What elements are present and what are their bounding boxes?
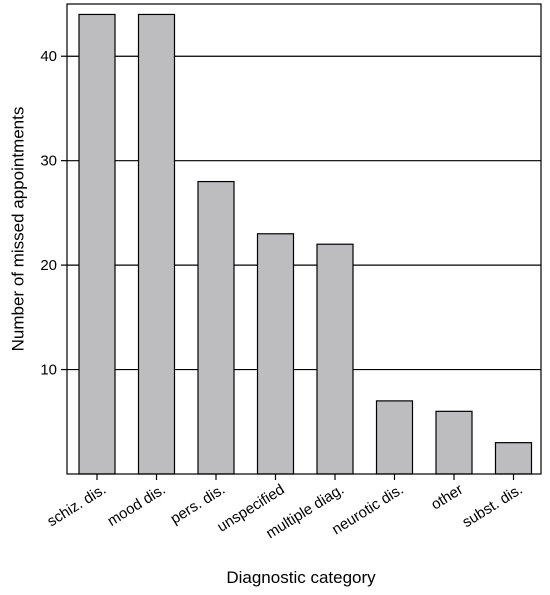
plot-frame xyxy=(66,3,542,475)
bar xyxy=(78,13,116,475)
bar xyxy=(375,400,414,475)
bar xyxy=(435,410,473,475)
x-tick-label: schiz. dis. xyxy=(44,481,109,530)
bar xyxy=(197,180,235,475)
bar xyxy=(137,13,176,475)
x-tick-label: mood dis. xyxy=(104,481,168,530)
y-tick-label: 10 xyxy=(40,362,57,379)
y-axis: 10 20 30 40 xyxy=(40,48,67,379)
bar xyxy=(316,243,354,475)
x-axis: schiz. dis.mood dis.pers. dis.unspecifie… xyxy=(44,474,526,542)
bars xyxy=(78,13,533,475)
y-axis-title: Number of missed appointments xyxy=(8,107,27,352)
x-tick-label: other xyxy=(428,481,466,514)
y-tick-label: 40 xyxy=(40,48,57,65)
x-axis-title: Diagnostic category xyxy=(226,568,376,587)
y-tick-label: 20 xyxy=(40,257,57,274)
x-tick-label: subst. dis. xyxy=(459,481,525,531)
y-tick-label: 30 xyxy=(40,153,57,170)
bar xyxy=(494,442,533,475)
bar xyxy=(256,233,295,475)
